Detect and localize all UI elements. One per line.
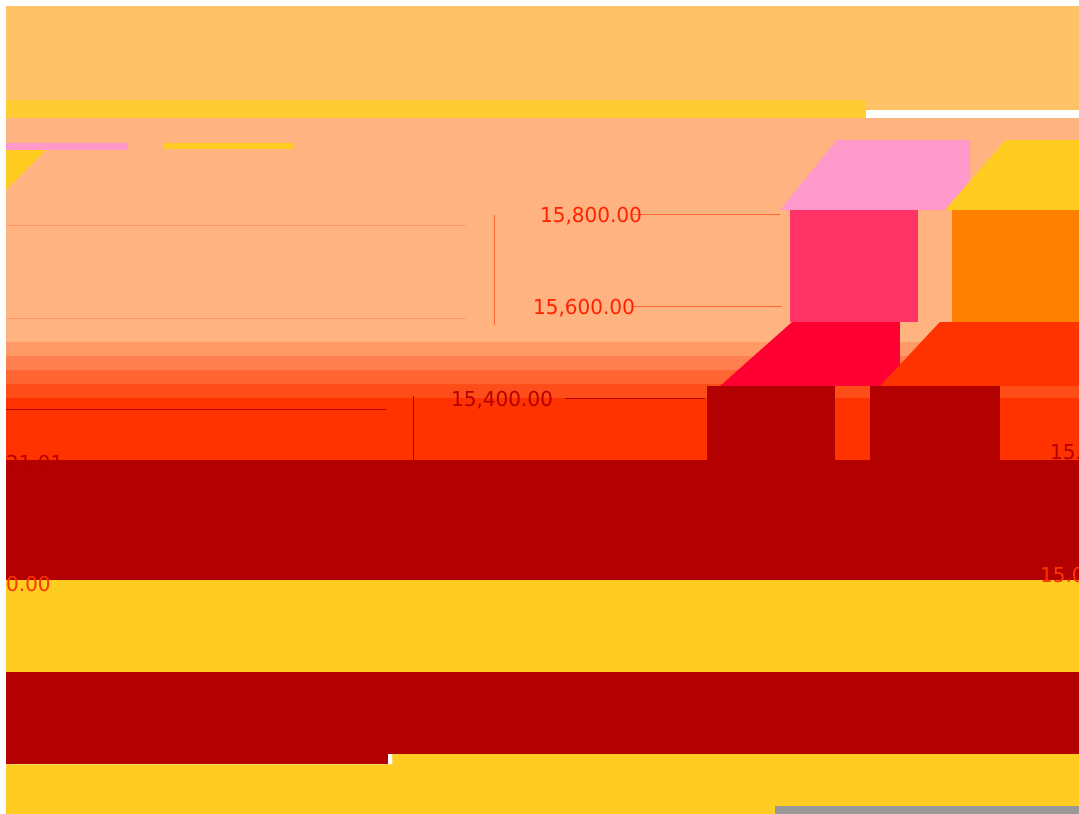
dark-band-3 (6, 754, 388, 764)
dark-panel-1 (707, 386, 835, 460)
pink-panel (790, 210, 918, 322)
price-level: 15,400.00 (451, 387, 553, 411)
status-bar (775, 806, 1079, 814)
orange-panel (952, 210, 1079, 322)
pink-strip (6, 143, 128, 150)
level-line (6, 225, 466, 226)
dark-panel-2 (870, 386, 1000, 460)
ticker-value: 15. (1050, 440, 1079, 464)
vertical-line (413, 396, 414, 460)
dark-band (6, 460, 1079, 580)
level-line (632, 306, 782, 307)
price-level: 15,600.00 (533, 295, 635, 319)
dark-band-2 (6, 672, 1079, 754)
level-line (565, 398, 705, 399)
vertical-line (494, 215, 495, 325)
level-line (630, 214, 780, 215)
ticker-value: 0.00 (6, 572, 51, 596)
top-strip (6, 100, 866, 118)
level-line (6, 318, 466, 319)
price-level: 15,800.00 (540, 203, 642, 227)
ticker-value: 15.0 (1040, 563, 1079, 587)
yellow-band (6, 580, 1079, 672)
level-line (6, 409, 386, 410)
ticker-value: 21.01 (6, 451, 64, 475)
yellow-strip (163, 143, 293, 149)
top-band (6, 6, 1079, 110)
